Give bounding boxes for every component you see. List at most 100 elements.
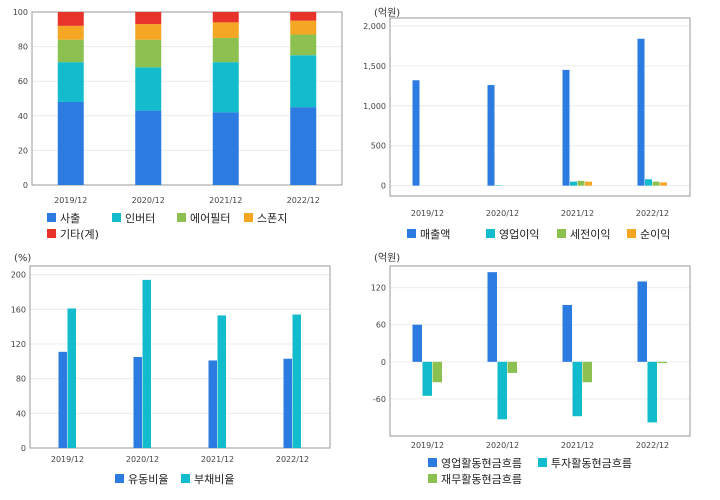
legend-label: 인버터 [125, 212, 155, 225]
bar-green [433, 362, 443, 382]
legend-swatch [47, 213, 56, 222]
bar-cyan [498, 362, 508, 419]
bar-orange [290, 21, 316, 35]
legend-label: 스폰지 [257, 212, 287, 225]
bar-red [290, 12, 316, 21]
bar-cyan [570, 182, 577, 186]
bar-green [583, 362, 593, 382]
bar-green [653, 182, 660, 186]
x-tick-label: 2020/12 [132, 196, 165, 205]
bar-green [135, 40, 161, 68]
bar-cyan [290, 55, 316, 107]
bar-cyan [218, 315, 227, 448]
bar-blue [59, 352, 68, 448]
bar-green [658, 362, 668, 363]
x-tick-label: 2019/12 [411, 441, 444, 450]
y-tick-label: 80 [18, 43, 28, 52]
bar-blue [413, 325, 423, 362]
x-tick-label: 2022/12 [287, 196, 320, 205]
bar-orange [660, 182, 667, 185]
chart-product-mix: 0 20 40 60 80 100 2019/12 2020/12 2021/12 2022/12… [0, 0, 360, 248]
legend-label: 재무활동현금흐름 [441, 472, 522, 486]
x-tick-label: 2021/12 [561, 209, 594, 218]
x-tick-label: 2021/12 [561, 441, 594, 450]
bar-red [58, 12, 84, 26]
bar-orange [213, 22, 239, 38]
bar-cyan [58, 62, 84, 102]
legend-label: 매출액 [420, 228, 450, 241]
bar-green [578, 181, 585, 186]
legend-label: 부채비율 [194, 473, 234, 486]
bar-red [213, 12, 239, 22]
legend-swatch [115, 474, 124, 483]
legend-label: 세전이익 [570, 228, 610, 241]
bar-cyan [573, 362, 583, 416]
bar-cyan [143, 280, 152, 448]
legend-label: 영업활동현금흐름 [441, 456, 522, 470]
legend-swatch [627, 229, 636, 238]
y-tick-label: 120 [371, 284, 386, 293]
bar-blue [413, 80, 420, 185]
legend-label: 사출 [60, 212, 80, 225]
legend-swatch [112, 213, 121, 222]
legend-swatch [486, 229, 495, 238]
bar-blue [563, 70, 570, 186]
x-tick-label: 2021/12 [209, 196, 242, 205]
y-tick-label: 2,000 [363, 22, 386, 31]
legend-label: 투자활동현금흐름 [551, 456, 632, 470]
bar-orange [58, 26, 84, 40]
x-tick-label: 2022/12 [636, 441, 669, 450]
y-tick-label: 60 [376, 321, 386, 330]
x-tick-label: 2022/12 [276, 455, 309, 464]
legend-swatch [244, 213, 253, 222]
bar-green [58, 40, 84, 62]
chart-cashflow-svg: (억원) -60 0 60 120 2019/12 2020/12 2021/12 2022/1… [360, 248, 720, 496]
y-tick-label: 80 [16, 375, 26, 384]
bar-blue [638, 39, 645, 186]
x-tick-label: 2021/12 [201, 455, 234, 464]
x-tick-label: 2019/12 [51, 455, 84, 464]
bar-red [135, 12, 161, 24]
bar-cyan [645, 179, 652, 185]
x-tick-label: 2022/12 [636, 209, 669, 218]
bar-blue [284, 359, 293, 448]
x-tick-label: 2020/12 [486, 441, 519, 450]
bar-blue [213, 112, 239, 185]
y-tick-label: 1,000 [363, 102, 386, 111]
unit-label: (억원) [374, 7, 400, 19]
legend-swatch [177, 213, 186, 222]
bar-cyan [648, 362, 658, 423]
y-tick-label: 40 [16, 409, 26, 418]
bar-blue [135, 111, 161, 185]
y-tick-label: 100 [13, 8, 28, 17]
y-tick-label: 0 [381, 182, 386, 191]
x-tick-label: 2019/12 [54, 196, 87, 205]
y-tick-label: 160 [11, 305, 26, 314]
plot-frame [390, 18, 690, 196]
bar-green [213, 38, 239, 62]
legend-swatch [538, 458, 547, 467]
unit-label: (억원) [374, 252, 400, 264]
y-tick-label: 60 [18, 77, 28, 86]
bar-cyan [293, 315, 302, 448]
legend-swatch [428, 458, 437, 467]
unit-label: (%) [14, 253, 31, 264]
legend-swatch [407, 229, 416, 238]
bar-blue [209, 360, 218, 448]
y-tick-label: -60 [373, 395, 386, 404]
y-tick-label: 20 [18, 146, 28, 155]
x-tick-label: 2020/12 [126, 455, 159, 464]
legend-label: 영업이익 [499, 228, 539, 241]
y-tick-label: 0 [23, 181, 28, 190]
legend-label: 순이익 [640, 228, 670, 241]
x-tick-label: 2020/12 [486, 209, 519, 218]
y-tick-label: 0 [381, 358, 386, 367]
y-tick-label: 40 [18, 112, 28, 121]
bar-blue [488, 85, 495, 186]
legend-swatch [557, 229, 566, 238]
bar-green [508, 362, 518, 373]
